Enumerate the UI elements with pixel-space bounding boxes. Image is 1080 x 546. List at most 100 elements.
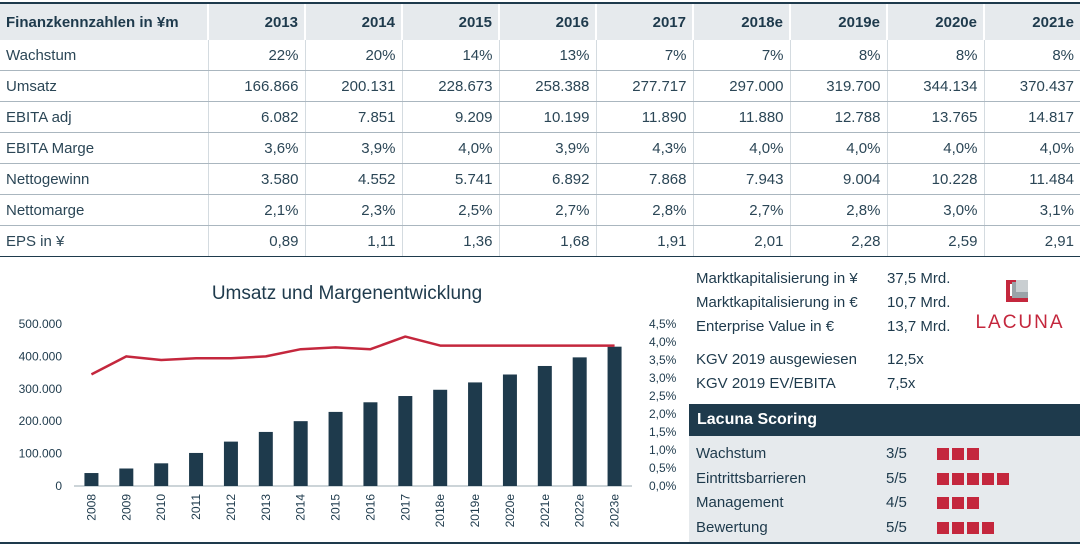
table-cell: 3,6% xyxy=(208,132,306,164)
table-cell: 7.868 xyxy=(596,163,694,195)
table-cell: 2,7% xyxy=(499,194,597,226)
left-axis-tick-label: 200.000 xyxy=(19,414,63,428)
score-square xyxy=(997,472,1009,485)
table-cell: 7.851 xyxy=(305,101,403,133)
bottom-rule xyxy=(0,542,1080,544)
table-cell: 1,11 xyxy=(305,225,403,257)
scoring-label: Eintrittsbarrieren xyxy=(696,469,807,487)
right-axis-tick-label: 2,0% xyxy=(649,407,677,421)
table-cell: 4,0% xyxy=(402,132,500,164)
top-rule xyxy=(0,2,1080,4)
x-axis-tick-label: 2019e xyxy=(468,494,482,528)
scoring-row: Bewertung 5/5 xyxy=(689,516,1080,540)
score-square xyxy=(952,497,964,509)
scoring-squares xyxy=(937,448,982,460)
chart-title: Umsatz und Margenentwicklung xyxy=(212,283,482,304)
revenue-bar xyxy=(328,411,343,486)
table-cell: 4,0% xyxy=(984,132,1080,164)
table-cell: 2,7% xyxy=(693,194,791,226)
scoring-value: 5/5 xyxy=(886,469,907,487)
table-row: Nettomarge 2,1% 2,3% 2,5% 2,7% 2,8% 2,7% 2,8% 3,… xyxy=(0,194,1080,226)
revenue-bar xyxy=(572,357,587,486)
table-cell: 200.131 xyxy=(305,70,403,102)
table-cell: 4,0% xyxy=(887,132,985,164)
x-axis-tick-label: 2014 xyxy=(294,494,308,521)
revenue-bar xyxy=(502,374,517,486)
right-axis-tick-label: 1,5% xyxy=(649,425,677,439)
revenue-bars xyxy=(84,346,622,486)
table-cell: 2,8% xyxy=(596,194,694,226)
key-figure-value: 13,7 Mrd. xyxy=(887,318,951,335)
key-figure-label: Marktkapitalisierung in € xyxy=(696,294,858,311)
table-cell: 228.673 xyxy=(402,70,500,102)
table-cell: 5.741 xyxy=(402,163,500,195)
revenue-bar xyxy=(433,389,448,486)
revenue-bar xyxy=(258,431,273,486)
row-label: Nettomarge xyxy=(0,194,209,226)
scoring-value: 3/5 xyxy=(886,445,907,462)
table-cell: 8% xyxy=(790,40,888,71)
revenue-bar xyxy=(537,365,552,486)
revenue-bar xyxy=(189,452,204,486)
right-axis-tick-label: 4,5% xyxy=(649,317,677,331)
table-row: Umsatz 166.866 200.131 228.673 258.388 277.71… xyxy=(0,70,1080,102)
row-label: Wachstum xyxy=(0,40,209,71)
column-header: 2020e xyxy=(887,4,985,40)
x-axis-tick-label: 2008 xyxy=(84,494,98,521)
table-cell: 11.880 xyxy=(693,101,791,133)
table-cell: 3,0% xyxy=(887,194,985,226)
revenue-bar xyxy=(468,382,483,486)
scoring-value: 5/5 xyxy=(886,518,907,536)
scoring-value: 4/5 xyxy=(886,494,907,511)
table-cell: 4,3% xyxy=(596,132,694,164)
table-cell: 1,36 xyxy=(402,225,500,257)
x-axis-tick-label: 2022e xyxy=(573,494,587,528)
score-square xyxy=(982,521,994,534)
row-label: EPS in ¥ xyxy=(0,225,209,257)
revenue-bar xyxy=(607,346,622,486)
score-square xyxy=(937,472,949,485)
scoring-header: Lacuna Scoring xyxy=(689,404,1080,436)
x-axis-tick-label: 2016 xyxy=(363,494,377,521)
right-axis-tick-label: 3,0% xyxy=(649,371,677,385)
row-label: EBITA Marge xyxy=(0,132,209,164)
table-cell: 2,1% xyxy=(208,194,306,226)
table-cell: 11.890 xyxy=(596,101,694,133)
x-axis-tick-label: 2015 xyxy=(329,494,343,521)
table-row: Wachstum 22% 20% 14% 13% 7% 7% 8% 8% 8% xyxy=(0,40,1080,71)
scoring-squares xyxy=(937,472,1012,485)
right-axis-tick-label: 0,0% xyxy=(649,479,677,493)
table-cell: 22% xyxy=(208,40,306,71)
score-square xyxy=(967,497,979,509)
scoring-label: Bewertung xyxy=(696,518,768,536)
score-square xyxy=(937,448,949,460)
x-axis-ticks: 2008 2009 2010 2011 2012 2013 2014 2015 2016 2017… xyxy=(84,494,621,528)
revenue-bar xyxy=(154,463,169,486)
margin-line-series xyxy=(90,335,615,376)
right-axis-tick-label: 2,5% xyxy=(649,389,677,403)
table-cell: 2,5% xyxy=(402,194,500,226)
left-axis-tick-label: 500.000 xyxy=(19,317,63,331)
table-cell: 344.134 xyxy=(887,70,985,102)
table-cell: 3,9% xyxy=(499,132,597,164)
table-cell: 2,8% xyxy=(790,194,888,226)
table-cell: 277.717 xyxy=(596,70,694,102)
revenue-bar xyxy=(84,473,99,486)
column-header: 2019e xyxy=(790,4,888,40)
score-square xyxy=(952,521,964,534)
score-square xyxy=(967,448,979,460)
key-figure-value: 37,5 Mrd. xyxy=(887,270,951,287)
scoring-label: Wachstum xyxy=(696,445,767,462)
table-title-cell: Finanzkennzahlen in ¥m xyxy=(0,4,209,40)
x-axis-tick-label: 2009 xyxy=(119,494,133,521)
revenue-bar xyxy=(398,396,413,486)
scoring-row: Eintrittsbarrieren 5/5 xyxy=(689,467,1080,491)
key-figure-label: Enterprise Value in € xyxy=(696,318,835,335)
row-label: EBITA adj xyxy=(0,101,209,133)
table-cell: 370.437 xyxy=(984,70,1080,102)
left-axis-tick-label: 100.000 xyxy=(19,447,63,461)
table-cell: 9.004 xyxy=(790,163,888,195)
table-cell: 7% xyxy=(596,40,694,71)
left-axis-tick-label: 400.000 xyxy=(19,349,63,363)
key-figure-value: 12,5x xyxy=(887,351,924,368)
